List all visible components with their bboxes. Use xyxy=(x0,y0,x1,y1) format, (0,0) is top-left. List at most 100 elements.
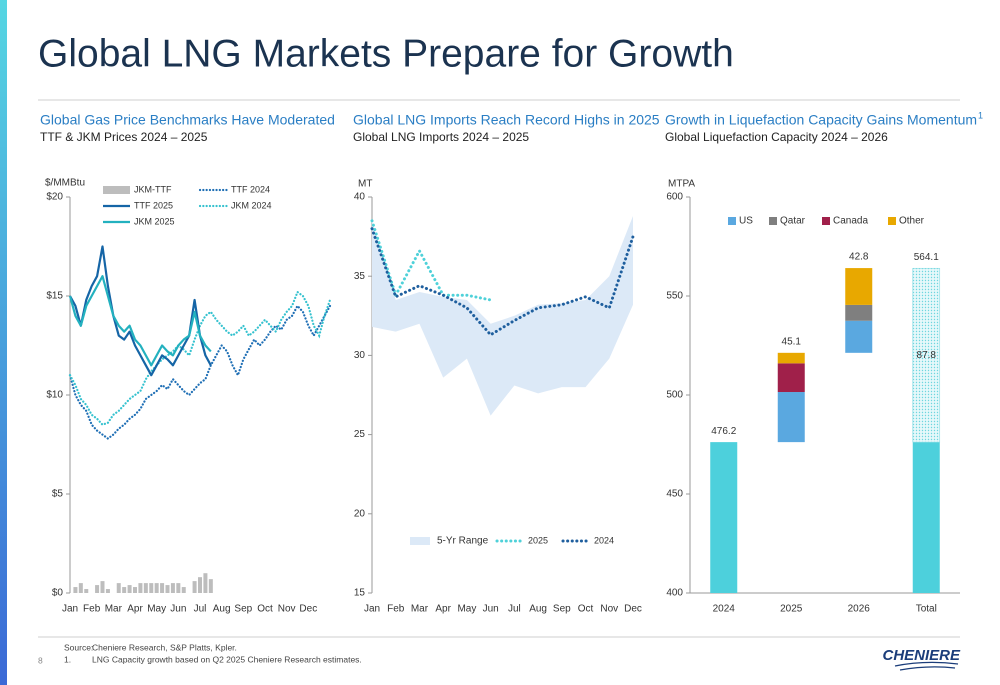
x-tick-label: Jul xyxy=(508,604,521,615)
legend-swatch xyxy=(769,217,777,225)
y-tick-label: 550 xyxy=(666,291,683,302)
x-tick-label: Jan xyxy=(62,604,78,615)
stack-segment xyxy=(845,320,873,353)
y-tick-label: $0 xyxy=(52,588,64,599)
y-tick-label: $20 xyxy=(46,192,63,203)
legend-swatch xyxy=(728,217,736,225)
y-axis-label: $/MMBtu xyxy=(45,178,85,189)
x-tick-label: Jun xyxy=(483,604,499,615)
legend-label: TTF 2025 xyxy=(134,200,173,210)
x-tick-label: Aug xyxy=(213,604,231,615)
x-tick-label: Dec xyxy=(624,604,642,615)
y-axis-label: MT xyxy=(358,179,372,190)
stack-segment xyxy=(777,363,805,393)
legend-swatch xyxy=(410,537,430,545)
stack-segment xyxy=(777,352,805,364)
series-line xyxy=(370,227,635,337)
spread-bar xyxy=(95,585,100,593)
legend-label: 2025 xyxy=(528,535,548,545)
x-tick-label: Aug xyxy=(529,604,547,615)
legend-label: JKM 2025 xyxy=(134,216,175,226)
data-label: 42.8 xyxy=(849,252,869,263)
y-tick-label: 20 xyxy=(354,508,366,519)
spread-bar xyxy=(203,573,208,593)
spread-bar xyxy=(176,583,181,593)
data-label: 564.1 xyxy=(914,252,939,263)
x-tick-label: Sep xyxy=(234,604,252,615)
chart-title: Global LNG Imports Reach Record Highs in… xyxy=(353,112,660,128)
series-line xyxy=(68,290,332,426)
data-label: 45.1 xyxy=(782,336,802,347)
spread-bar xyxy=(84,589,89,593)
spread-bar xyxy=(165,585,170,593)
slide-title: Global LNG Markets Prepare for Growth xyxy=(38,32,734,75)
x-tick-label: May xyxy=(457,604,476,615)
spread-bar xyxy=(160,583,165,593)
spread-bar xyxy=(143,583,148,593)
legend-label: 5-Yr Range xyxy=(437,536,489,547)
footnote-marker: 1 xyxy=(978,110,983,120)
y-tick-label: 25 xyxy=(354,429,366,440)
chart-subtitle: Global Liquefaction Capacity 2024 – 2026 xyxy=(665,130,888,144)
x-tick-label: 2025 xyxy=(780,604,803,615)
y-axis-label: MTPA xyxy=(668,179,695,190)
legend-label: US xyxy=(739,216,753,227)
x-tick-label: Nov xyxy=(278,604,296,615)
spread-bar xyxy=(198,577,202,593)
x-tick-label: Jan xyxy=(364,604,380,615)
y-tick-label: 450 xyxy=(666,489,683,500)
x-tick-label: Apr xyxy=(435,604,451,615)
growth-bar xyxy=(912,267,941,443)
stack-segment xyxy=(845,304,873,321)
spread-bar xyxy=(78,583,83,593)
spread-bar xyxy=(122,587,127,593)
y-tick-label: 400 xyxy=(666,588,683,599)
x-tick-label: Jul xyxy=(194,604,207,615)
spread-bar xyxy=(116,583,121,593)
note-number: 1. xyxy=(64,654,71,664)
stack-segment xyxy=(845,268,873,305)
x-tick-label: Feb xyxy=(83,604,101,615)
y-tick-label: 15 xyxy=(354,588,366,599)
legend-label: 2024 xyxy=(594,535,614,545)
x-tick-label: 2024 xyxy=(713,604,736,615)
legend-swatch xyxy=(103,186,130,194)
spread-bar xyxy=(181,587,186,593)
legend-label: Other xyxy=(899,216,925,227)
legend-label: TTF 2024 xyxy=(231,184,270,194)
logo-swoosh xyxy=(894,661,959,671)
y-tick-label: 40 xyxy=(354,192,366,203)
x-tick-label: May xyxy=(147,604,166,615)
footnote: LNG Capacity growth based on Q2 2025 Che… xyxy=(92,654,362,664)
x-tick-label: Total xyxy=(916,604,937,615)
side-bar xyxy=(0,0,7,685)
source: Cheniere Research, S&P Platts, Kpler. xyxy=(92,642,237,652)
x-tick-label: Dec xyxy=(299,604,317,615)
spread-bar xyxy=(100,581,105,593)
spread-bar xyxy=(208,579,213,593)
spread-bar xyxy=(149,583,154,593)
series-line xyxy=(370,219,493,302)
y-tick-label: 600 xyxy=(666,192,683,203)
y-tick-label: $10 xyxy=(46,390,63,401)
y-tick-label: $5 xyxy=(52,489,64,500)
x-tick-label: Jun xyxy=(170,604,186,615)
spread-bar xyxy=(127,585,132,593)
x-tick-label: Apr xyxy=(127,604,143,615)
base-bar xyxy=(912,442,940,593)
stack-segment xyxy=(777,392,805,443)
y-tick-label: 30 xyxy=(354,350,366,361)
y-tick-label: 35 xyxy=(354,271,366,282)
x-tick-label: 2026 xyxy=(848,604,871,615)
x-tick-label: Mar xyxy=(411,604,429,615)
x-tick-label: Mar xyxy=(105,604,123,615)
series-line xyxy=(68,304,332,440)
legend-label: JKM 2024 xyxy=(231,200,272,210)
spread-bar xyxy=(192,581,197,593)
legend-label: Qatar xyxy=(780,216,806,227)
series-line xyxy=(68,275,212,367)
x-tick-label: Nov xyxy=(600,604,618,615)
chart-title: Growth in Liquefaction Capacity Gains Mo… xyxy=(665,112,977,128)
logo: CHENIERE xyxy=(882,647,961,664)
